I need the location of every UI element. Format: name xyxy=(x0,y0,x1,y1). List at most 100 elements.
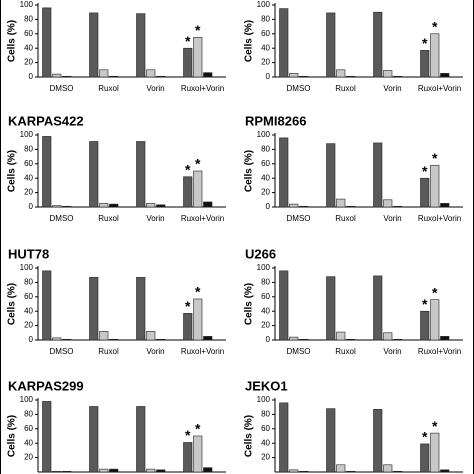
bar xyxy=(136,406,146,473)
panel-title: JEKO1 xyxy=(245,378,288,393)
bar xyxy=(146,468,156,473)
y-tick-label: 0 xyxy=(266,72,271,81)
bar xyxy=(430,33,440,78)
y-tick-label: 20 xyxy=(261,453,270,462)
panel-title: U266 xyxy=(245,246,276,261)
significance-marker: * xyxy=(422,35,428,51)
y-tick-label: 40 xyxy=(24,438,33,447)
significance-marker: * xyxy=(195,421,201,437)
bar xyxy=(326,276,336,341)
bar xyxy=(193,170,203,208)
bar xyxy=(279,137,289,208)
bar xyxy=(420,177,430,208)
significance-marker: * xyxy=(422,429,428,445)
x-tick-label: DMSO xyxy=(287,84,311,93)
significance-marker: * xyxy=(432,19,438,35)
y-tick-label: 20 xyxy=(24,321,33,330)
bar xyxy=(203,467,213,473)
bar xyxy=(109,338,119,341)
x-tick-label: Ruxol xyxy=(98,214,119,223)
y-tick-label: 100 xyxy=(20,130,34,139)
x-tick-label: Ruxol+Vorin xyxy=(181,214,224,223)
bar xyxy=(440,336,450,341)
bar xyxy=(156,75,166,78)
x-tick-label: Vorin xyxy=(383,214,401,223)
bar xyxy=(52,337,62,341)
bar xyxy=(203,72,213,78)
panel-title: HUT78 xyxy=(8,246,49,261)
bar xyxy=(99,331,109,341)
bar xyxy=(326,143,336,208)
x-tick-label: Ruxol xyxy=(335,84,356,93)
significance-marker: * xyxy=(422,296,428,312)
y-tick-label: 20 xyxy=(24,453,33,462)
bar xyxy=(346,338,356,341)
bar xyxy=(289,336,299,341)
x-tick-label: DMSO xyxy=(287,214,311,223)
bar xyxy=(383,332,393,341)
bar xyxy=(183,313,193,341)
significance-marker: * xyxy=(432,418,438,434)
bar xyxy=(62,75,72,78)
x-tick-label: Ruxol+Vorin xyxy=(418,84,461,93)
bar xyxy=(42,270,52,341)
bar xyxy=(336,198,346,208)
bar xyxy=(346,75,356,78)
bar xyxy=(430,164,440,208)
y-tick-label: 40 xyxy=(24,173,33,182)
bar xyxy=(62,470,72,473)
y-tick-label: 80 xyxy=(24,145,33,154)
x-tick-label: Vorin xyxy=(146,214,164,223)
y-axis-label: Cells (%) xyxy=(244,415,255,457)
y-tick-label: 80 xyxy=(261,15,270,24)
y-axis-label: Cells (%) xyxy=(7,415,18,457)
y-tick-label: 100 xyxy=(257,395,271,404)
bar xyxy=(420,50,430,78)
significance-marker: * xyxy=(195,284,201,300)
x-tick-label: Ruxol xyxy=(335,347,356,356)
y-tick-label: 60 xyxy=(24,29,33,38)
y-tick-label: 100 xyxy=(257,263,271,272)
bar xyxy=(146,331,156,341)
bar xyxy=(146,203,156,208)
bar xyxy=(279,270,289,341)
bar xyxy=(109,203,119,208)
bar xyxy=(430,432,440,473)
panel-title: KARPAS422 xyxy=(8,113,84,128)
y-tick-label: 80 xyxy=(24,15,33,24)
y-tick-label: 60 xyxy=(24,292,33,301)
bar xyxy=(52,205,62,208)
bar xyxy=(346,470,356,473)
panel-title: KARPAS299 xyxy=(8,378,84,393)
bar xyxy=(183,176,193,208)
y-tick-label: 60 xyxy=(24,159,33,168)
bar xyxy=(299,205,309,208)
bar xyxy=(279,402,289,473)
x-tick-label: Ruxol+Vorin xyxy=(418,214,461,223)
y-tick-label: 80 xyxy=(261,278,270,287)
bar xyxy=(42,7,52,78)
bar xyxy=(279,8,289,78)
bar xyxy=(136,13,146,78)
bar xyxy=(109,468,119,473)
y-tick-label: 0 xyxy=(266,202,271,211)
bar xyxy=(156,338,166,341)
y-axis-label: Cells (%) xyxy=(7,283,18,325)
bar xyxy=(52,470,62,473)
y-axis-label: Cells (%) xyxy=(244,283,255,325)
significance-marker: * xyxy=(185,161,191,177)
bar xyxy=(440,203,450,208)
significance-marker: * xyxy=(195,22,201,38)
x-tick-label: Ruxol xyxy=(98,84,119,93)
bar xyxy=(42,401,52,473)
bar xyxy=(89,12,99,78)
bar xyxy=(393,205,403,208)
bar xyxy=(336,464,346,473)
y-axis-label: Cells (%) xyxy=(7,20,18,62)
y-tick-label: 100 xyxy=(20,263,34,272)
y-tick-label: 80 xyxy=(24,410,33,419)
bar xyxy=(146,69,156,78)
bar xyxy=(373,409,383,473)
bar xyxy=(336,331,346,341)
